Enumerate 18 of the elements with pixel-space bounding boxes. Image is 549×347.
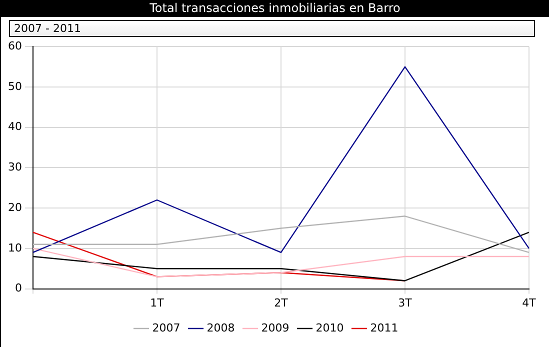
y-tick-label: 30 <box>8 160 22 174</box>
y-tick-label: 10 <box>8 241 22 254</box>
chart-title: Total transacciones inmobiliarias en Barro <box>1 0 549 17</box>
legend-label: 2008 <box>206 321 235 334</box>
x-tick-label: 4T <box>522 296 536 310</box>
chart-subtitle: 2007 - 2011 <box>9 20 535 37</box>
y-tick-label: 60 <box>8 39 22 52</box>
x-tick-label: 1T <box>150 296 164 310</box>
legend-label: 2007 <box>152 321 180 334</box>
y-tick-label: 0 <box>14 282 22 295</box>
y-tick-label: 50 <box>8 80 22 93</box>
legend-label: 2010 <box>316 321 344 334</box>
y-tick-label: 40 <box>8 120 22 134</box>
legend-label: 2011 <box>370 321 398 334</box>
legend-label: 2009 <box>261 321 290 334</box>
x-tick-label: 3T <box>398 296 412 310</box>
y-tick-label: 20 <box>8 200 22 214</box>
x-tick-label: 2T <box>274 296 288 310</box>
